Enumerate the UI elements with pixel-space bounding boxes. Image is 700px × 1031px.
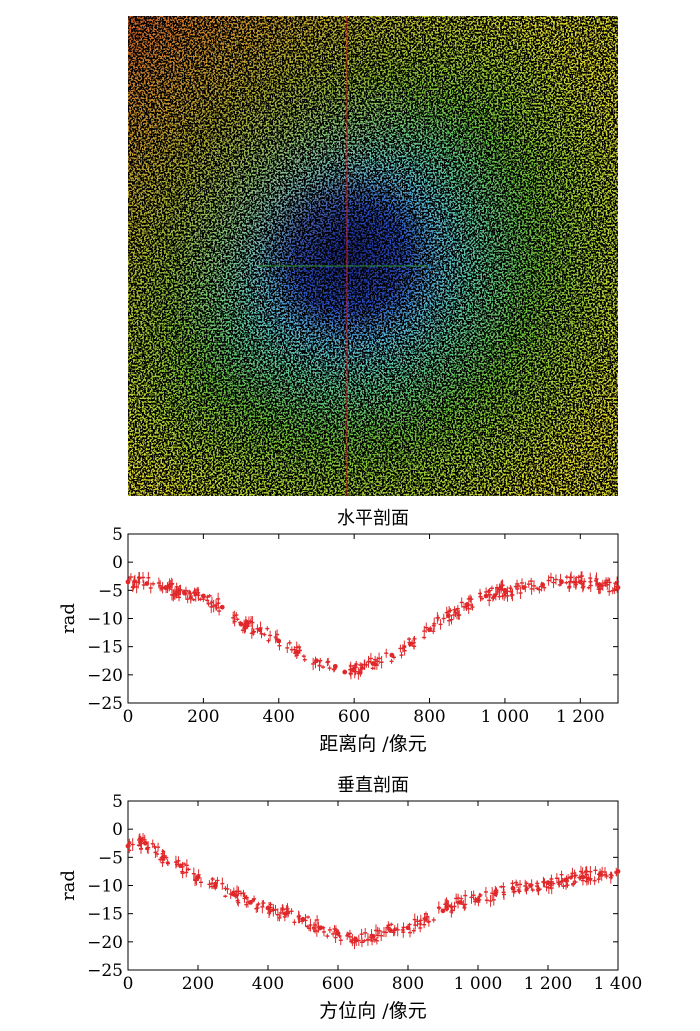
x-tick-label: 200 xyxy=(182,974,214,994)
y-axis-label: rad xyxy=(58,603,79,634)
x-tick-label: 1 200 xyxy=(556,707,605,727)
y-tick-label: −20 xyxy=(87,933,123,953)
x-tick-label: 0 xyxy=(123,707,134,727)
y-tick-label: 5 xyxy=(112,525,123,545)
data-point xyxy=(389,652,395,658)
x-tick-label: 1 000 xyxy=(454,974,503,994)
y-tick-label: −5 xyxy=(98,581,123,601)
y-tick-label: −5 xyxy=(98,848,123,868)
x-tick-label: 1 400 xyxy=(594,974,643,994)
data-point xyxy=(200,593,206,599)
data-point xyxy=(440,908,446,914)
x-tick-label: 1 000 xyxy=(481,707,530,727)
y-tick-label: −15 xyxy=(87,905,123,925)
x-tick-label: 0 xyxy=(123,974,134,994)
x-tick-label: 400 xyxy=(252,974,284,994)
data-point xyxy=(342,669,348,675)
vertical-profile-chart: 垂直剖面 0 200 400 600 800 1 000 1 200 1 400 5 0 −5 −10 −… xyxy=(58,775,643,1022)
y-tick-label: 0 xyxy=(112,820,123,840)
x-tick-label: 200 xyxy=(187,707,219,727)
chart-title: 水平剖面 xyxy=(337,508,409,529)
x-axis-label: 方位向 /像元 xyxy=(319,1000,426,1022)
y-tick-label: 5 xyxy=(112,792,123,812)
data-point xyxy=(219,604,225,610)
data-series xyxy=(125,833,621,950)
data-point xyxy=(125,579,131,585)
y-tick-label: −10 xyxy=(87,877,123,897)
data-point xyxy=(276,638,282,644)
y-tick-label: −25 xyxy=(87,694,123,714)
x-tick-label: 600 xyxy=(338,707,370,727)
data-series xyxy=(125,571,621,680)
x-tick-label: 1 200 xyxy=(524,974,573,994)
y-tick-label: −10 xyxy=(87,610,123,630)
horizontal-profile-chart: 水平剖面 0 200 400 600 800 1 000 1 200 5 0 −5 −10 −15 −20… xyxy=(58,508,621,755)
data-point xyxy=(510,885,516,891)
interferogram-image xyxy=(128,16,618,496)
data-point xyxy=(405,925,411,931)
x-tick-label: 800 xyxy=(413,707,445,727)
data-point xyxy=(143,840,148,846)
y-tick-label: −25 xyxy=(87,961,123,981)
data-point xyxy=(248,900,253,905)
x-tick-label: 400 xyxy=(263,707,295,727)
y-tick-label: −20 xyxy=(87,666,123,686)
data-point xyxy=(458,900,463,905)
y-tick-label: −15 xyxy=(87,638,123,658)
y-tick-label: 0 xyxy=(112,553,123,573)
y-axis-label: rad xyxy=(58,870,79,901)
x-axis-label: 距离向 /像元 xyxy=(319,733,426,755)
x-tick-label: 600 xyxy=(322,974,354,994)
plot-frame xyxy=(127,533,619,704)
chart-title: 垂直剖面 xyxy=(337,775,409,796)
x-tick-label: 800 xyxy=(392,974,424,994)
